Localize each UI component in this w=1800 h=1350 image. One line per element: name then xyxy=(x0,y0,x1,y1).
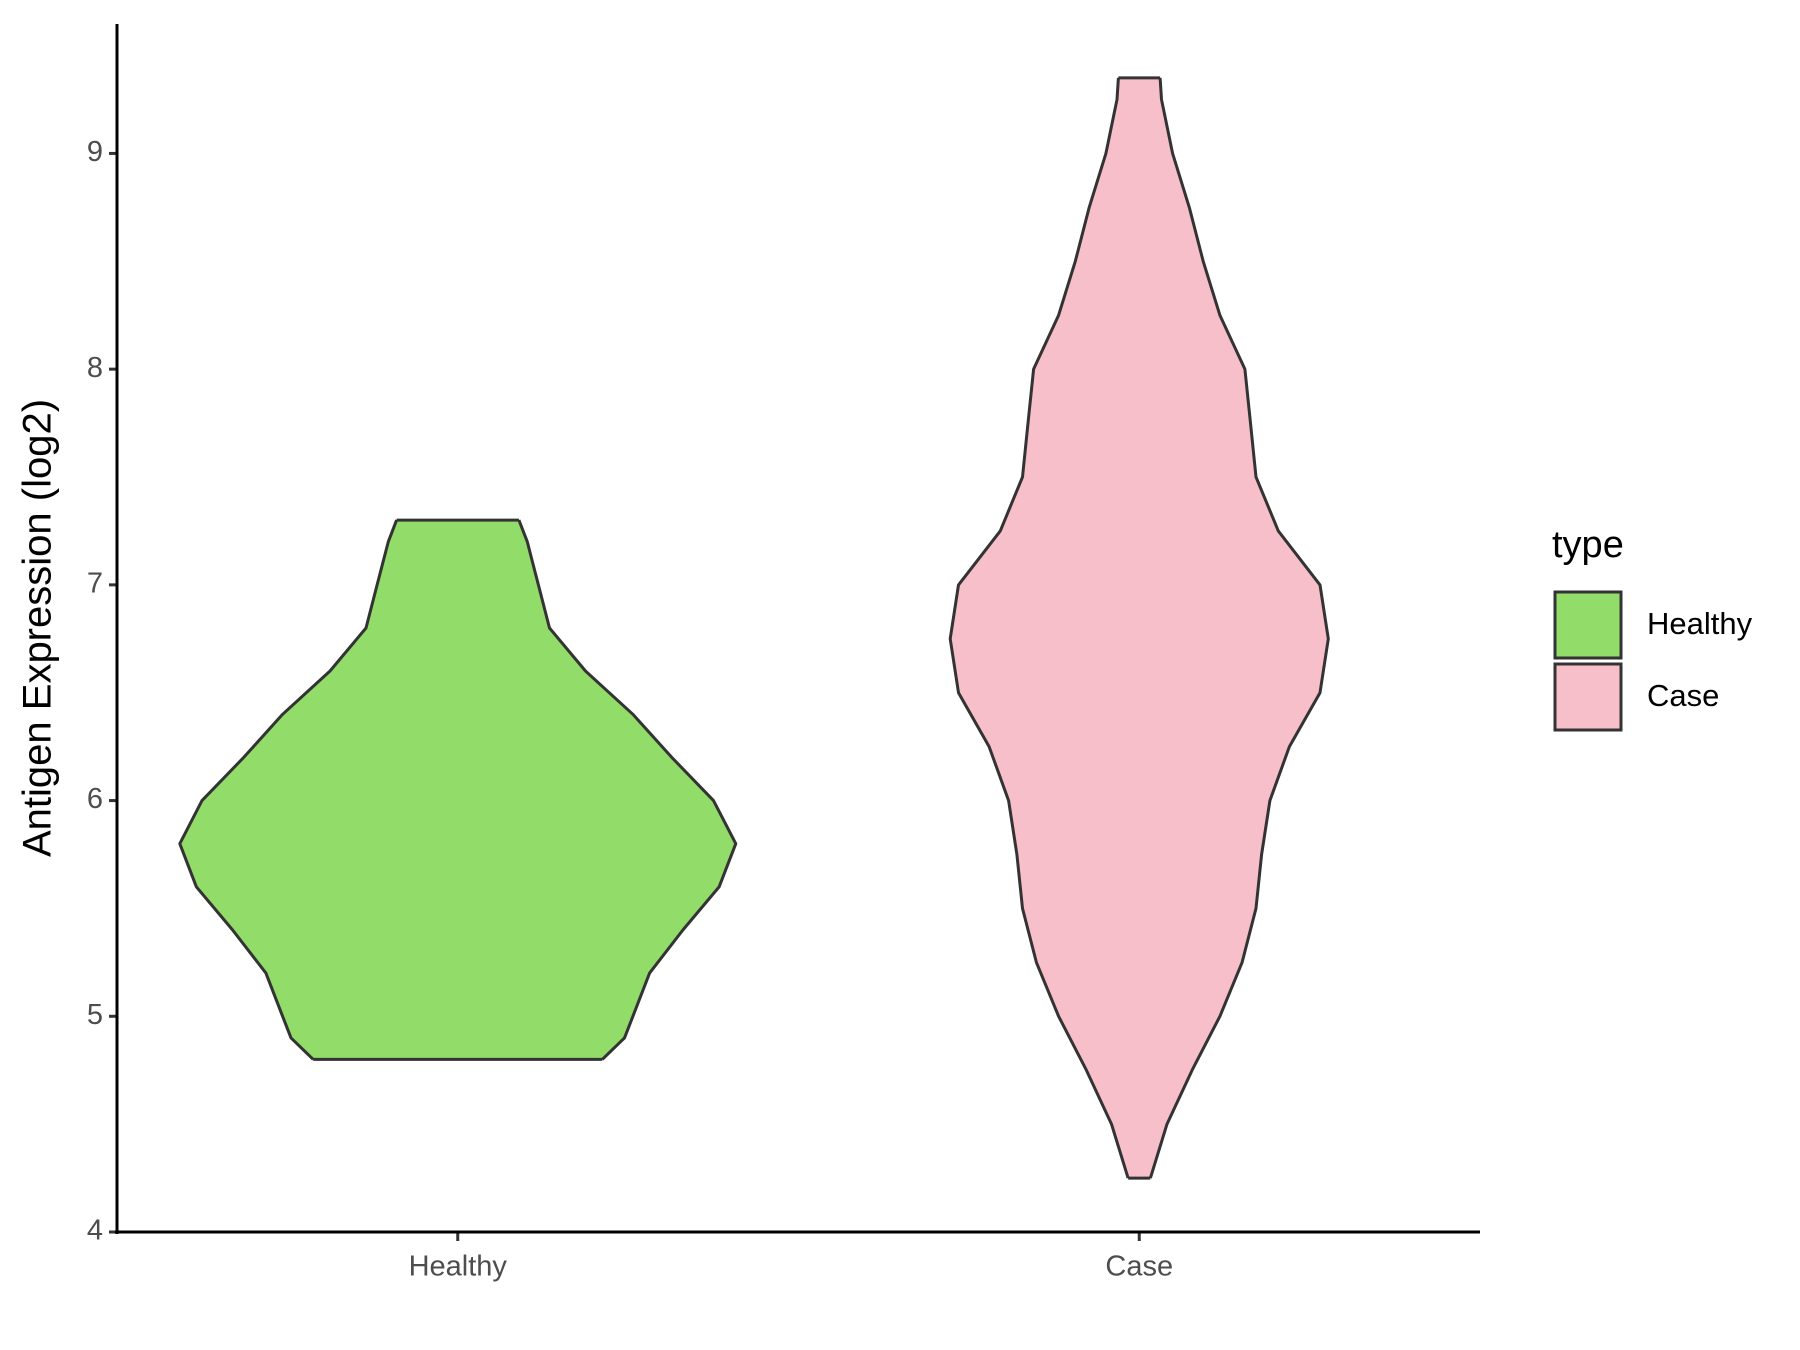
y-tick-label: 6 xyxy=(87,783,103,815)
legend-key xyxy=(1553,590,1623,660)
y-tick-label: 5 xyxy=(87,999,103,1031)
violin-outline-right xyxy=(517,519,738,1061)
legend-key xyxy=(1553,662,1623,732)
violin-body xyxy=(179,520,736,1060)
y-tick-label: 9 xyxy=(87,136,103,168)
violin-outline-left xyxy=(178,519,399,1061)
violin-outline-right xyxy=(1148,77,1330,1179)
legend-label: Case xyxy=(1647,678,1719,713)
y-tick-label: 7 xyxy=(87,568,103,600)
violin-outline-left xyxy=(948,77,1130,1179)
x-tick-label: Case xyxy=(1105,1251,1173,1283)
y-tick-label: 4 xyxy=(87,1215,103,1247)
violin-body xyxy=(950,77,1329,1179)
y-axis-title: Antigen Expression (log2) xyxy=(16,399,60,857)
legend-label: Healthy xyxy=(1647,606,1753,641)
legend-title: type xyxy=(1552,524,1624,566)
y-tick-label: 8 xyxy=(87,352,103,384)
x-tick-label: Healthy xyxy=(409,1251,508,1283)
